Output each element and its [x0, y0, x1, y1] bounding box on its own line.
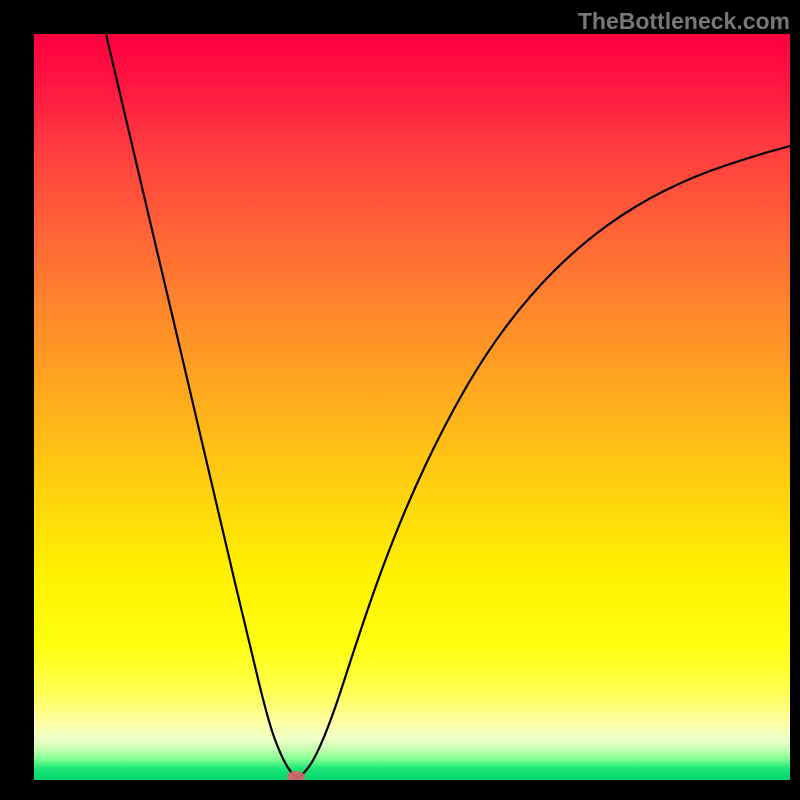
frame-right [790, 0, 800, 800]
watermark-text: TheBottleneck.com [578, 8, 790, 35]
curve-left-branch [106, 34, 298, 778]
minimum-marker [287, 771, 305, 780]
curve-right-branch [298, 146, 790, 778]
plot-area [34, 34, 790, 780]
frame-bottom [0, 780, 800, 800]
frame-left [0, 0, 34, 800]
bottleneck-curve [34, 34, 790, 780]
